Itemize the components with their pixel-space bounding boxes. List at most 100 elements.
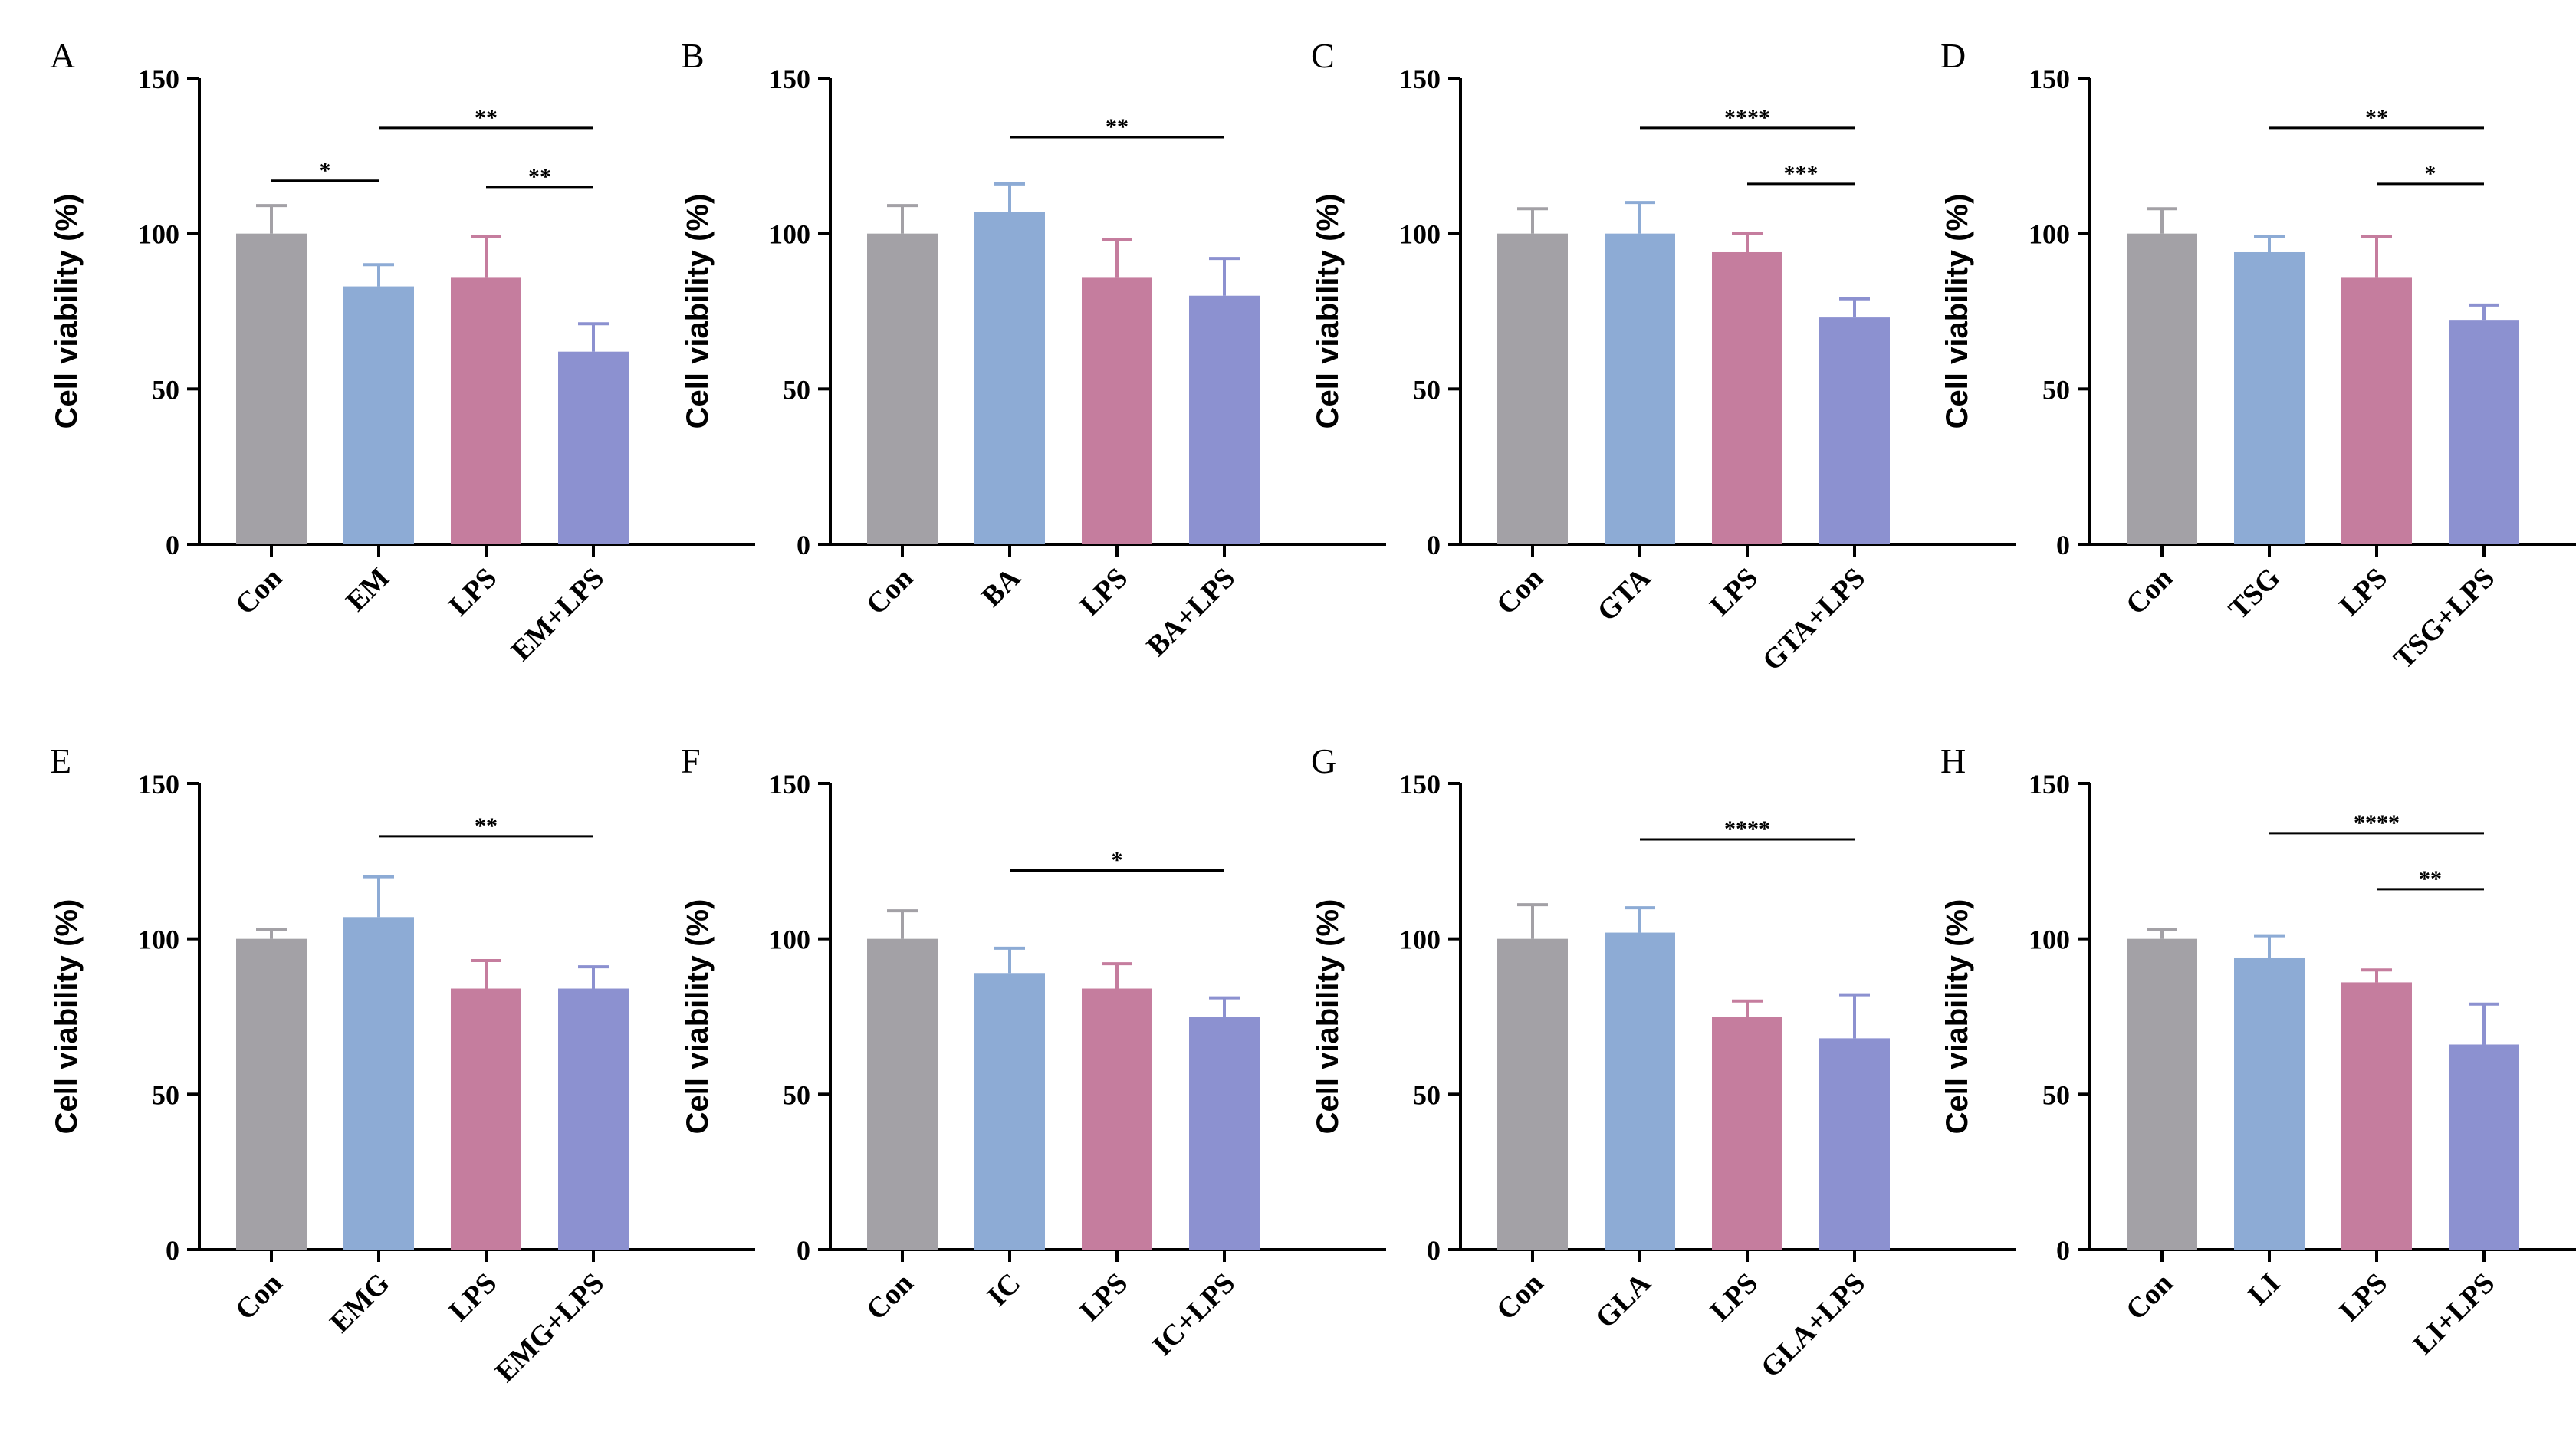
bar-lps: [1082, 277, 1152, 544]
bar-lps: [451, 988, 521, 1250]
panel-letter: F: [681, 741, 701, 780]
x-tick-label: EM+LPS: [505, 562, 611, 668]
significance-label: ****: [2354, 810, 2400, 836]
y-tick-label: 150: [1399, 64, 1441, 94]
bar-gla-lps: [1819, 1038, 1890, 1250]
panel-letter: B: [681, 36, 705, 75]
x-tick-label: LPS: [1073, 562, 1134, 623]
x-tick-label: LI+LPS: [2407, 1267, 2502, 1362]
bar-gta-lps: [1819, 317, 1890, 544]
significance-label: ***: [1784, 161, 1819, 186]
panel-f: F Cell viability (%) 0 50 100 150 Con IC LPS IC+L…: [681, 741, 1386, 1362]
y-tick-label: 0: [797, 530, 810, 560]
significance-label: ****: [1724, 816, 1770, 842]
bar-con: [867, 233, 938, 544]
y-tick-label: 50: [2042, 1079, 2070, 1110]
x-tick-label: LPS: [2333, 562, 2394, 623]
bar-con: [236, 938, 307, 1250]
x-tick-label: LPS: [1704, 562, 1764, 623]
y-tick-label: 100: [769, 925, 810, 955]
bar-ic-lps: [1189, 1017, 1260, 1250]
x-tick-label: Con: [229, 562, 288, 621]
bar-ic: [974, 973, 1045, 1250]
panel-letter: A: [50, 36, 75, 75]
y-tick-label: 100: [1399, 925, 1441, 955]
bar-con: [2127, 938, 2197, 1250]
y-tick-label: 50: [152, 1079, 179, 1110]
x-tick-label: EMG+LPS: [489, 1267, 610, 1388]
x-tick-label: LPS: [1073, 1267, 1134, 1328]
y-axis-label: Cell viability (%): [1940, 899, 1974, 1135]
bar-em-lps: [558, 351, 629, 544]
bar-con: [1497, 233, 1568, 544]
x-tick-label: GLA: [1589, 1266, 1657, 1334]
bar-ba-lps: [1189, 295, 1260, 544]
y-tick-label: 0: [797, 1235, 810, 1266]
x-tick-label: Con: [2120, 1267, 2179, 1326]
x-tick-label: EM: [340, 562, 396, 618]
x-tick-label: Con: [860, 1267, 919, 1326]
y-tick-label: 0: [166, 530, 179, 560]
panel-letter: E: [50, 741, 71, 780]
y-tick-label: 150: [2029, 769, 2070, 800]
x-tick-label: Con: [860, 562, 919, 621]
x-tick-label: Con: [2120, 562, 2179, 621]
significance-label: **: [1106, 114, 1129, 140]
y-axis-label: Cell viability (%): [1940, 194, 1974, 429]
y-tick-label: 0: [166, 1235, 179, 1266]
x-tick-label: Con: [1490, 1267, 1549, 1326]
panel-b: B Cell viability (%) 0 50 100 150 Con BA LPS BA+L…: [681, 36, 1386, 662]
x-tick-label: Con: [229, 1267, 288, 1326]
x-tick-label: LPS: [442, 562, 503, 623]
x-tick-label: GTA+LPS: [1756, 562, 1872, 678]
panel-a: A Cell viability (%) 0 50 100 150 Con EM LPS EM+L…: [50, 36, 755, 667]
bar-lps: [1712, 1017, 1783, 1250]
x-tick-label: TSG+LPS: [2387, 562, 2501, 675]
bar-lps: [1712, 251, 1783, 544]
bar-tsg-lps: [2449, 320, 2519, 544]
significance-label: **: [475, 813, 498, 839]
y-axis-label: Cell viability (%): [1311, 899, 1345, 1135]
y-tick-label: 100: [769, 219, 810, 250]
significance-label: *: [320, 158, 331, 183]
bar-em: [343, 286, 414, 544]
significance-label: **: [528, 164, 551, 189]
y-tick-label: 0: [1427, 1235, 1441, 1266]
x-tick-label: Con: [1490, 562, 1549, 621]
y-tick-label: 50: [1413, 374, 1441, 405]
x-tick-label: BA+LPS: [1141, 562, 1242, 663]
bar-lps: [2341, 277, 2412, 544]
y-axis-label: Cell viability (%): [1311, 194, 1345, 429]
x-tick-label: IC: [981, 1267, 1027, 1313]
x-tick-label: LI: [2242, 1267, 2286, 1312]
bar-con: [1497, 938, 1568, 1250]
x-tick-label: TSG: [2223, 562, 2286, 626]
x-tick-label: EMG: [324, 1267, 396, 1339]
bar-con: [2127, 233, 2197, 544]
y-tick-label: 50: [783, 374, 810, 405]
bar-emg-lps: [558, 988, 629, 1250]
y-axis-label: Cell viability (%): [50, 899, 84, 1135]
y-tick-label: 50: [2042, 374, 2070, 405]
y-tick-label: 100: [2029, 925, 2070, 955]
x-tick-label: GLA+LPS: [1755, 1267, 1872, 1385]
bar-con: [867, 938, 938, 1250]
y-tick-label: 100: [138, 925, 179, 955]
x-tick-label: GTA: [1591, 561, 1657, 627]
significance-label: **: [2419, 866, 2442, 892]
panel-d: D Cell viability (%) 0 50 100 150 Con TSG LPSTSG…: [1940, 36, 2576, 675]
y-tick-label: 150: [138, 64, 179, 94]
x-tick-label: BA: [975, 561, 1027, 613]
panel-c: C Cell viability (%) 0 50 100 150 Con GTA LPSGTA…: [1311, 36, 2016, 677]
y-tick-label: 50: [152, 374, 179, 405]
y-axis-label: Cell viability (%): [681, 899, 715, 1135]
y-tick-label: 150: [769, 769, 810, 800]
bar-emg: [343, 917, 414, 1250]
panel-letter: D: [1940, 36, 1966, 75]
bar-con: [236, 233, 307, 544]
y-tick-label: 0: [2056, 530, 2070, 560]
bar-ba: [974, 212, 1045, 544]
significance-label: **: [2365, 105, 2388, 130]
y-axis-label: Cell viability (%): [681, 194, 715, 429]
